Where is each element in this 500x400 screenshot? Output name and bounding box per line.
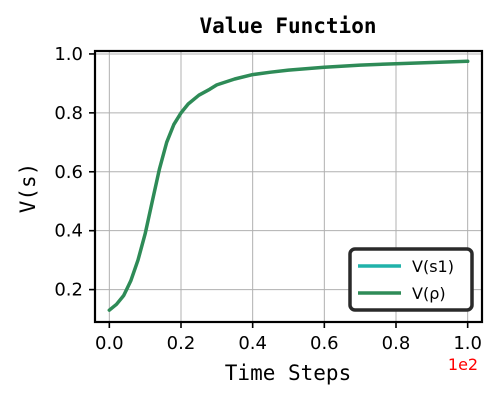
y-tick-label: 0.4 [54,221,83,242]
x-tick-label: 0.6 [310,333,339,354]
y-tick-label: 0.6 [54,162,83,183]
x-tick-label: 0.0 [95,333,124,354]
x-tick-label: 0.4 [238,333,267,354]
x-tick-label: 0.2 [167,333,196,354]
y-tick-label: 0.2 [54,280,83,301]
legend-label-v-rho: V(ρ) [412,284,446,303]
legend: V(s1) V(ρ) [348,247,474,312]
x-tick-label: 1.0 [453,333,482,354]
series-line-1 [107,59,470,312]
chart-title: Value Function [199,14,376,38]
legend-label-v-s1: V(s1) [412,257,454,276]
grid-lines [95,51,482,322]
y-tick-label: 1.0 [54,44,83,65]
y-tick-label: 0.8 [54,103,83,124]
x-tick-label: 0.8 [382,333,411,354]
x-axis-label: Time Steps [225,361,351,385]
x-axis-offset-label: 1e2 [448,355,478,374]
series-lines [107,59,470,312]
y-axis-label: V(s) [16,163,40,214]
plot-frame [93,49,484,324]
axis-ticks: 0.0 0.2 0.4 0.6 0.8 1.0 0.2 0.4 0.6 0.8 1.0 [54,44,482,354]
